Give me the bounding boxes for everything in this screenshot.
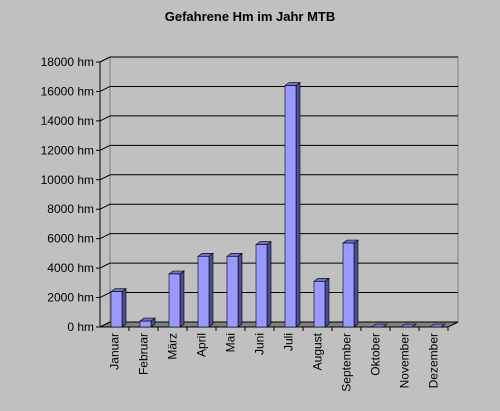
bar-top [400, 323, 417, 328]
bar [255, 244, 268, 328]
x-tick-label: Oktober [369, 333, 383, 376]
y-tick-label: 16000 hm [41, 84, 94, 98]
bar [284, 85, 297, 328]
bar [168, 273, 181, 328]
bar-side [295, 81, 301, 328]
y-tick-label: 8000 hm [47, 202, 94, 216]
bar [342, 242, 355, 328]
bar [139, 320, 152, 328]
grid-line [99, 144, 111, 151]
bar-side [121, 288, 127, 328]
x-tick-label: April [195, 333, 209, 357]
bar [226, 256, 239, 328]
side-wall [99, 56, 111, 328]
x-tick-label: Mai [224, 333, 238, 352]
y-tick-label: 10000 hm [41, 173, 94, 187]
back-wall [109, 56, 459, 323]
bar-top [429, 323, 446, 328]
bar-side [353, 239, 359, 328]
x-tick-label: Januar [108, 333, 122, 370]
x-tick-label: März [166, 333, 180, 360]
x-tick-label: Dezember [427, 333, 441, 388]
x-tick-label: Februar [137, 333, 151, 375]
grid-line [99, 321, 111, 328]
chart-title: Gefahrene Hm im Jahr MTB [165, 9, 336, 24]
x-tick-label: September [340, 333, 354, 392]
grid-line [99, 85, 111, 92]
bar-top [371, 323, 388, 328]
y-tick-label: 4000 hm [47, 261, 94, 275]
x-tick-label: Juni [253, 333, 267, 355]
x-tick-label: November [398, 333, 412, 388]
bar-side [324, 277, 330, 328]
y-tick-label: 0 hm [67, 320, 94, 334]
grid-line [99, 203, 111, 210]
bar-side [179, 270, 185, 328]
grid-line [99, 56, 111, 63]
y-tick-label: 14000 hm [41, 114, 94, 128]
bar-side [208, 252, 214, 328]
bar [197, 256, 210, 328]
y-tick-label: 6000 hm [47, 232, 94, 246]
grid-line [99, 292, 111, 299]
y-tick-label: 12000 hm [41, 143, 94, 157]
bar-side [266, 240, 272, 328]
x-tick-label: August [311, 332, 325, 370]
bar [313, 281, 326, 328]
x-tick-label: Juli [282, 333, 296, 351]
grid-line [99, 262, 111, 269]
grid-line [99, 115, 111, 122]
bar [110, 291, 123, 328]
y-tick-label: 2000 hm [47, 291, 94, 305]
grid-line [99, 174, 111, 181]
grid-line [99, 233, 111, 240]
bar-side [237, 252, 243, 328]
y-tick-label: 18000 hm [41, 55, 94, 69]
